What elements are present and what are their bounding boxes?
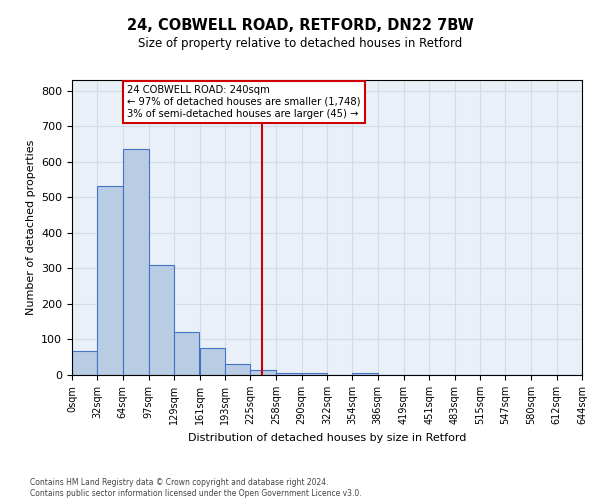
Bar (225, 364, 250, 375)
Bar (149, 265, 174, 375)
Bar (122, 150, 149, 375)
Bar (352, 373, 377, 375)
Bar (174, 332, 199, 375)
Bar (250, 370, 277, 375)
Bar (302, 373, 327, 375)
Text: 24 COBWELL ROAD: 240sqm
← 97% of detached houses are smaller (1,748)
3% of semi-: 24 COBWELL ROAD: 240sqm ← 97% of detache… (127, 86, 361, 118)
Bar (72, 351, 97, 375)
Bar (97, 186, 122, 375)
Bar (277, 372, 302, 375)
Text: 24, COBWELL ROAD, RETFORD, DN22 7BW: 24, COBWELL ROAD, RETFORD, DN22 7BW (127, 18, 473, 32)
Text: Contains HM Land Registry data © Crown copyright and database right 2024.
Contai: Contains HM Land Registry data © Crown c… (30, 478, 362, 498)
Text: Size of property relative to detached houses in Retford: Size of property relative to detached ho… (138, 38, 462, 51)
X-axis label: Distribution of detached houses by size in Retford: Distribution of detached houses by size … (188, 432, 466, 442)
Y-axis label: Number of detached properties: Number of detached properties (26, 140, 35, 315)
Bar (199, 348, 225, 375)
